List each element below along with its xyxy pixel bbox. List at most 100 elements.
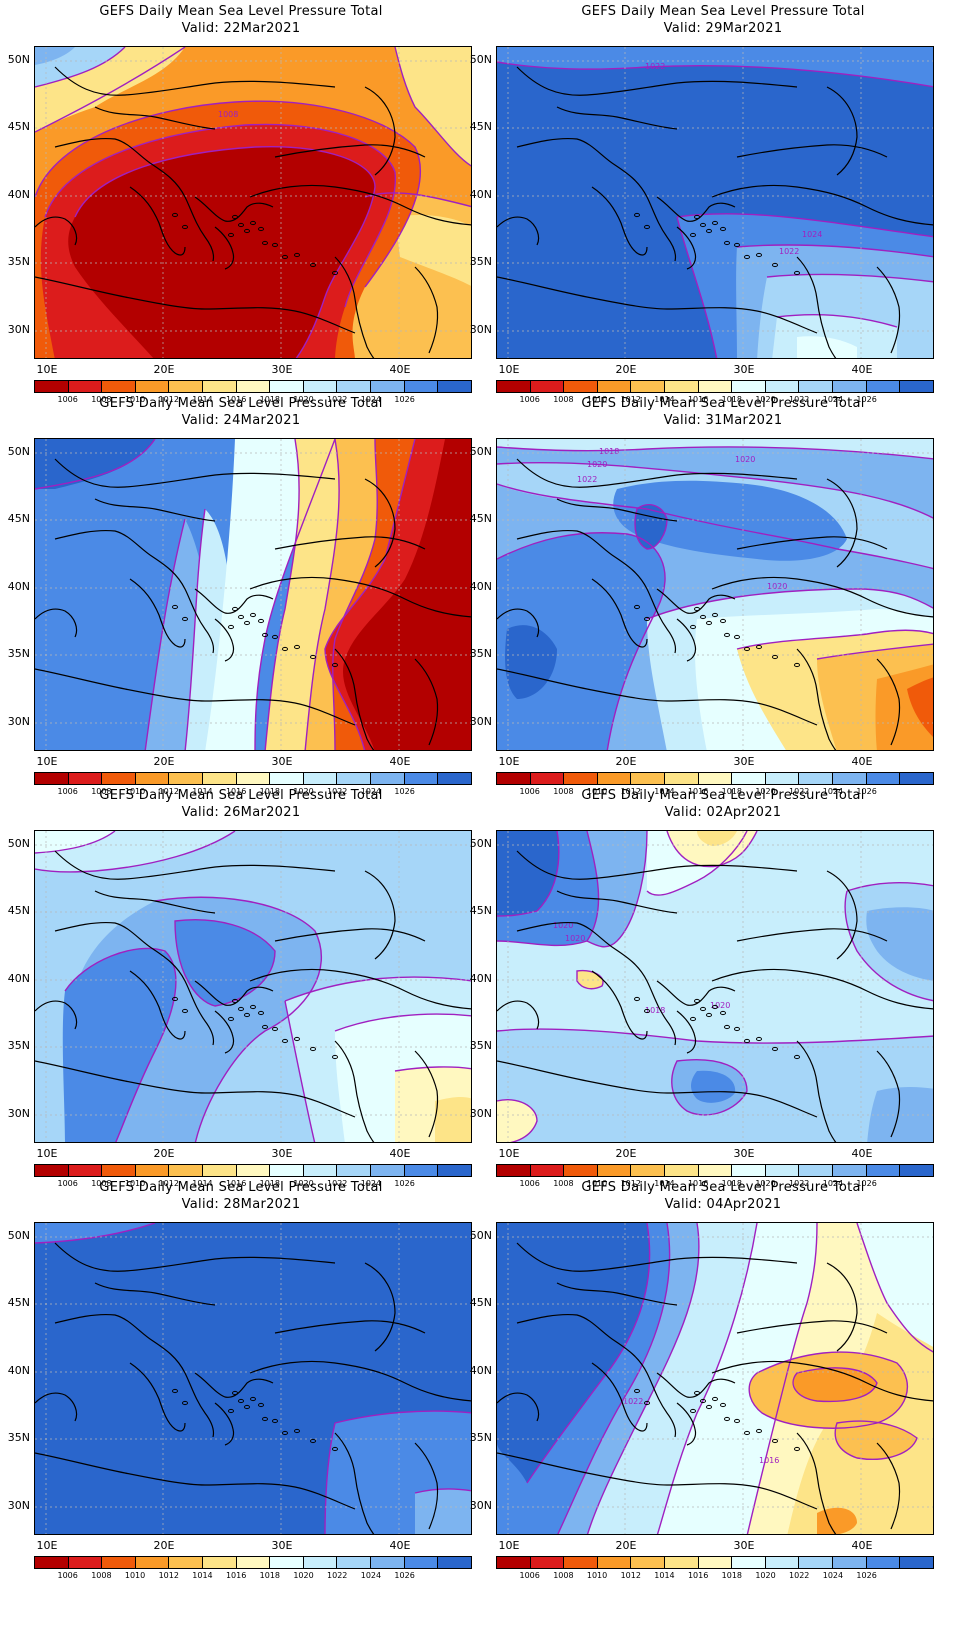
colorbar-tick-label: 1008 [91, 395, 112, 404]
colorbar [496, 772, 934, 785]
lon-label: 10E [36, 1147, 58, 1160]
colorbar [496, 1556, 934, 1569]
colorbar-tick-label: 1024 [360, 787, 382, 796]
island-outline [258, 1010, 264, 1016]
island-outline [706, 228, 712, 234]
pressure-map [34, 830, 472, 1143]
colorbar-tick-label: 1026 [856, 395, 877, 404]
colorbar-swatch [203, 1165, 237, 1176]
colorbar-tick-label: 1018 [259, 1571, 281, 1580]
coastline [129, 578, 186, 648]
island-outline [756, 644, 762, 650]
colorbar-swatch [833, 1165, 867, 1176]
colorbar-tick-label: 1016 [687, 1179, 709, 1188]
colorbar [496, 1164, 934, 1177]
island-outline [720, 226, 726, 232]
coastline [826, 870, 858, 960]
island-outline [690, 624, 696, 630]
colorbar-swatch [35, 1165, 69, 1176]
island-outline [262, 1024, 268, 1030]
island-outline [706, 1012, 712, 1018]
colorbar-swatch [203, 773, 237, 784]
island-outline [694, 998, 700, 1004]
island-outline [182, 616, 188, 622]
island-outline [690, 1016, 696, 1022]
panel-valid-date: Valid: 31Mar2021 [663, 413, 783, 428]
island-outline [258, 226, 264, 232]
island-outline [744, 254, 750, 260]
lat-label: 35N [7, 647, 30, 660]
coastline [676, 618, 697, 662]
island-outline [734, 634, 740, 640]
colorbar-tick-label: 1020 [755, 395, 776, 404]
island-outline [712, 1396, 718, 1402]
island-outline [228, 624, 234, 630]
map-panel-28mar: GEFS Daily Mean Sea Level Pressure Total… [0, 1176, 482, 1586]
colorbar-swatch [530, 381, 565, 392]
contour-label: 1018 [599, 447, 619, 456]
island-outline [282, 1430, 288, 1436]
colorbar-swatch [631, 773, 666, 784]
island-outline [690, 1408, 696, 1414]
coastline [591, 186, 648, 256]
colorbar-swatch [597, 773, 632, 784]
colorbar-tick-label: 1018 [259, 787, 281, 796]
coastline [129, 186, 186, 256]
lon-label: 20E [153, 363, 175, 376]
island-outline [724, 1024, 730, 1030]
colorbar-tick-label: 1012 [620, 787, 641, 796]
coastline [274, 928, 426, 942]
colorbar-swatch [866, 381, 901, 392]
colorbar [34, 1556, 472, 1569]
island-outline [310, 1046, 316, 1052]
island-outline [734, 1418, 740, 1424]
lat-label: 50N [469, 837, 492, 850]
colorbar-swatch [665, 381, 699, 392]
colorbar-tick-label: 1012 [158, 395, 179, 404]
colorbar-swatch [270, 773, 304, 784]
coastline [94, 1282, 216, 1306]
colorbar-swatch [68, 1165, 103, 1176]
colorbar-tick-label: 1024 [822, 395, 844, 404]
coastline [334, 648, 375, 750]
island-outline [724, 1416, 730, 1422]
colorbar-swatch [236, 381, 271, 392]
colorbar-tick-label: 1014 [192, 1179, 213, 1188]
colorbar-swatch [799, 1165, 834, 1176]
colorbar-swatch [765, 773, 800, 784]
lat-label: 35N [469, 1039, 492, 1052]
colorbar-swatch [371, 1165, 405, 1176]
lon-label: 40E [389, 1539, 411, 1552]
island-outline [706, 620, 712, 626]
colorbar-swatch [438, 381, 471, 392]
panel-title: GEFS Daily Mean Sea Level Pressure Total [99, 396, 383, 411]
colorbar-swatch [236, 1165, 271, 1176]
colorbar-tick-label: 1020 [293, 787, 314, 796]
contour-label: 1018 [645, 1006, 665, 1015]
colorbar-tick-label: 1022 [789, 395, 810, 404]
island-outline [262, 1416, 268, 1422]
coastline [249, 184, 471, 226]
colorbar-swatch [732, 1557, 766, 1568]
coastline [711, 576, 933, 618]
colorbar-swatch [698, 773, 733, 784]
colorbar-swatch [530, 1165, 565, 1176]
colorbar-swatch [497, 773, 531, 784]
coastline [516, 137, 677, 262]
colorbar-tick-label: 1016 [687, 787, 709, 796]
lat-label: 45N [7, 904, 30, 917]
coastline [214, 1402, 235, 1446]
island-outline [712, 612, 718, 618]
colorbar-tick-label: 1012 [620, 1571, 641, 1580]
colorbar-swatch [438, 1165, 471, 1176]
lat-label: 40N [7, 972, 30, 985]
colorbar-tick-label: 1006 [519, 395, 540, 404]
coastline [497, 1392, 540, 1422]
colorbar-tick-label: 1026 [856, 787, 877, 796]
colorbar-swatch [169, 381, 204, 392]
island-outline [772, 262, 778, 268]
lon-label: 30E [733, 363, 755, 376]
lat-label: 40N [7, 580, 30, 593]
map-panel-29mar: GEFS Daily Mean Sea Level Pressure Total… [470, 0, 964, 410]
colorbar-swatch [337, 381, 372, 392]
